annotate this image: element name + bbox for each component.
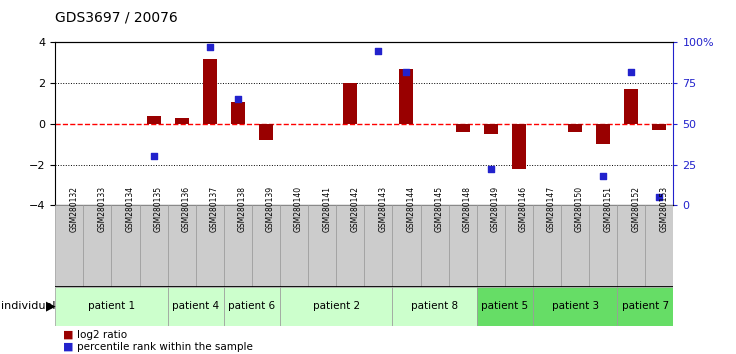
Bar xyxy=(55,287,168,326)
Bar xyxy=(280,287,392,326)
Bar xyxy=(343,83,357,124)
Text: GSM280153: GSM280153 xyxy=(659,186,668,233)
Text: GSM280139: GSM280139 xyxy=(266,186,275,233)
Text: GSM280142: GSM280142 xyxy=(350,187,359,232)
Text: GSM280149: GSM280149 xyxy=(491,186,500,233)
Text: GSM280144: GSM280144 xyxy=(406,186,416,233)
Bar xyxy=(589,205,618,287)
Text: GSM280148: GSM280148 xyxy=(463,187,472,232)
Text: percentile rank within the sample: percentile rank within the sample xyxy=(77,342,253,352)
Bar xyxy=(174,118,188,124)
Bar xyxy=(618,287,673,326)
Bar xyxy=(624,89,638,124)
Bar xyxy=(224,205,252,287)
Text: GDS3697 / 20076: GDS3697 / 20076 xyxy=(55,11,178,25)
Text: ■: ■ xyxy=(63,342,73,352)
Text: patient 5: patient 5 xyxy=(481,301,528,311)
Bar xyxy=(55,205,83,287)
Text: GSM280140: GSM280140 xyxy=(294,186,303,233)
Bar xyxy=(168,205,196,287)
Bar xyxy=(596,124,610,144)
Text: GSM280150: GSM280150 xyxy=(575,186,584,233)
Point xyxy=(400,69,412,75)
Point xyxy=(626,69,637,75)
Text: GSM280134: GSM280134 xyxy=(125,186,135,233)
Bar xyxy=(477,287,533,326)
Text: GSM280152: GSM280152 xyxy=(631,187,640,232)
Bar xyxy=(533,287,618,326)
Bar xyxy=(392,287,477,326)
Text: GSM280151: GSM280151 xyxy=(604,187,612,232)
Text: GSM280141: GSM280141 xyxy=(322,187,331,232)
Bar xyxy=(505,205,533,287)
Text: GSM280146: GSM280146 xyxy=(519,186,528,233)
Text: patient 8: patient 8 xyxy=(411,301,458,311)
Text: ▶: ▶ xyxy=(46,300,56,313)
Bar xyxy=(652,124,666,130)
Text: GSM280136: GSM280136 xyxy=(182,186,191,233)
Bar xyxy=(308,205,336,287)
Point xyxy=(654,194,665,200)
Text: log2 ratio: log2 ratio xyxy=(77,330,127,339)
Bar xyxy=(420,205,449,287)
Text: GSM280135: GSM280135 xyxy=(154,186,163,233)
Text: GSM280133: GSM280133 xyxy=(97,186,107,233)
Bar xyxy=(618,205,645,287)
Text: patient 3: patient 3 xyxy=(551,301,598,311)
Bar xyxy=(561,205,589,287)
Bar xyxy=(196,205,224,287)
Bar xyxy=(202,59,217,124)
Text: individual: individual xyxy=(1,301,55,311)
Text: patient 6: patient 6 xyxy=(228,301,275,311)
Bar xyxy=(224,287,280,326)
Point xyxy=(598,173,609,179)
Bar xyxy=(111,205,140,287)
Text: patient 2: patient 2 xyxy=(313,301,360,311)
Text: GSM280137: GSM280137 xyxy=(210,186,219,233)
Bar xyxy=(484,124,498,134)
Text: GSM280143: GSM280143 xyxy=(378,186,387,233)
Bar xyxy=(477,205,505,287)
Point xyxy=(372,48,384,53)
Bar xyxy=(645,205,673,287)
Bar xyxy=(259,124,273,140)
Bar xyxy=(140,205,168,287)
Bar xyxy=(392,205,420,287)
Point xyxy=(204,45,216,50)
Bar xyxy=(456,124,470,132)
Bar xyxy=(252,205,280,287)
Text: patient 1: patient 1 xyxy=(88,301,135,311)
Bar xyxy=(512,124,526,169)
Bar xyxy=(280,205,308,287)
Text: patient 7: patient 7 xyxy=(622,301,669,311)
Bar xyxy=(449,205,477,287)
Text: GSM280132: GSM280132 xyxy=(69,187,78,232)
Bar xyxy=(168,287,224,326)
Bar xyxy=(364,205,392,287)
Text: GSM280147: GSM280147 xyxy=(547,186,556,233)
Text: GSM280138: GSM280138 xyxy=(238,187,247,232)
Bar xyxy=(231,102,245,124)
Point xyxy=(232,97,244,102)
Point xyxy=(485,167,497,172)
Point xyxy=(148,154,160,159)
Bar xyxy=(400,69,414,124)
Bar xyxy=(533,205,561,287)
Bar xyxy=(83,205,111,287)
Bar xyxy=(336,205,364,287)
Bar xyxy=(568,124,582,132)
Text: GSM280145: GSM280145 xyxy=(434,186,444,233)
Text: patient 4: patient 4 xyxy=(172,301,219,311)
Bar xyxy=(146,116,160,124)
Text: ■: ■ xyxy=(63,330,73,339)
